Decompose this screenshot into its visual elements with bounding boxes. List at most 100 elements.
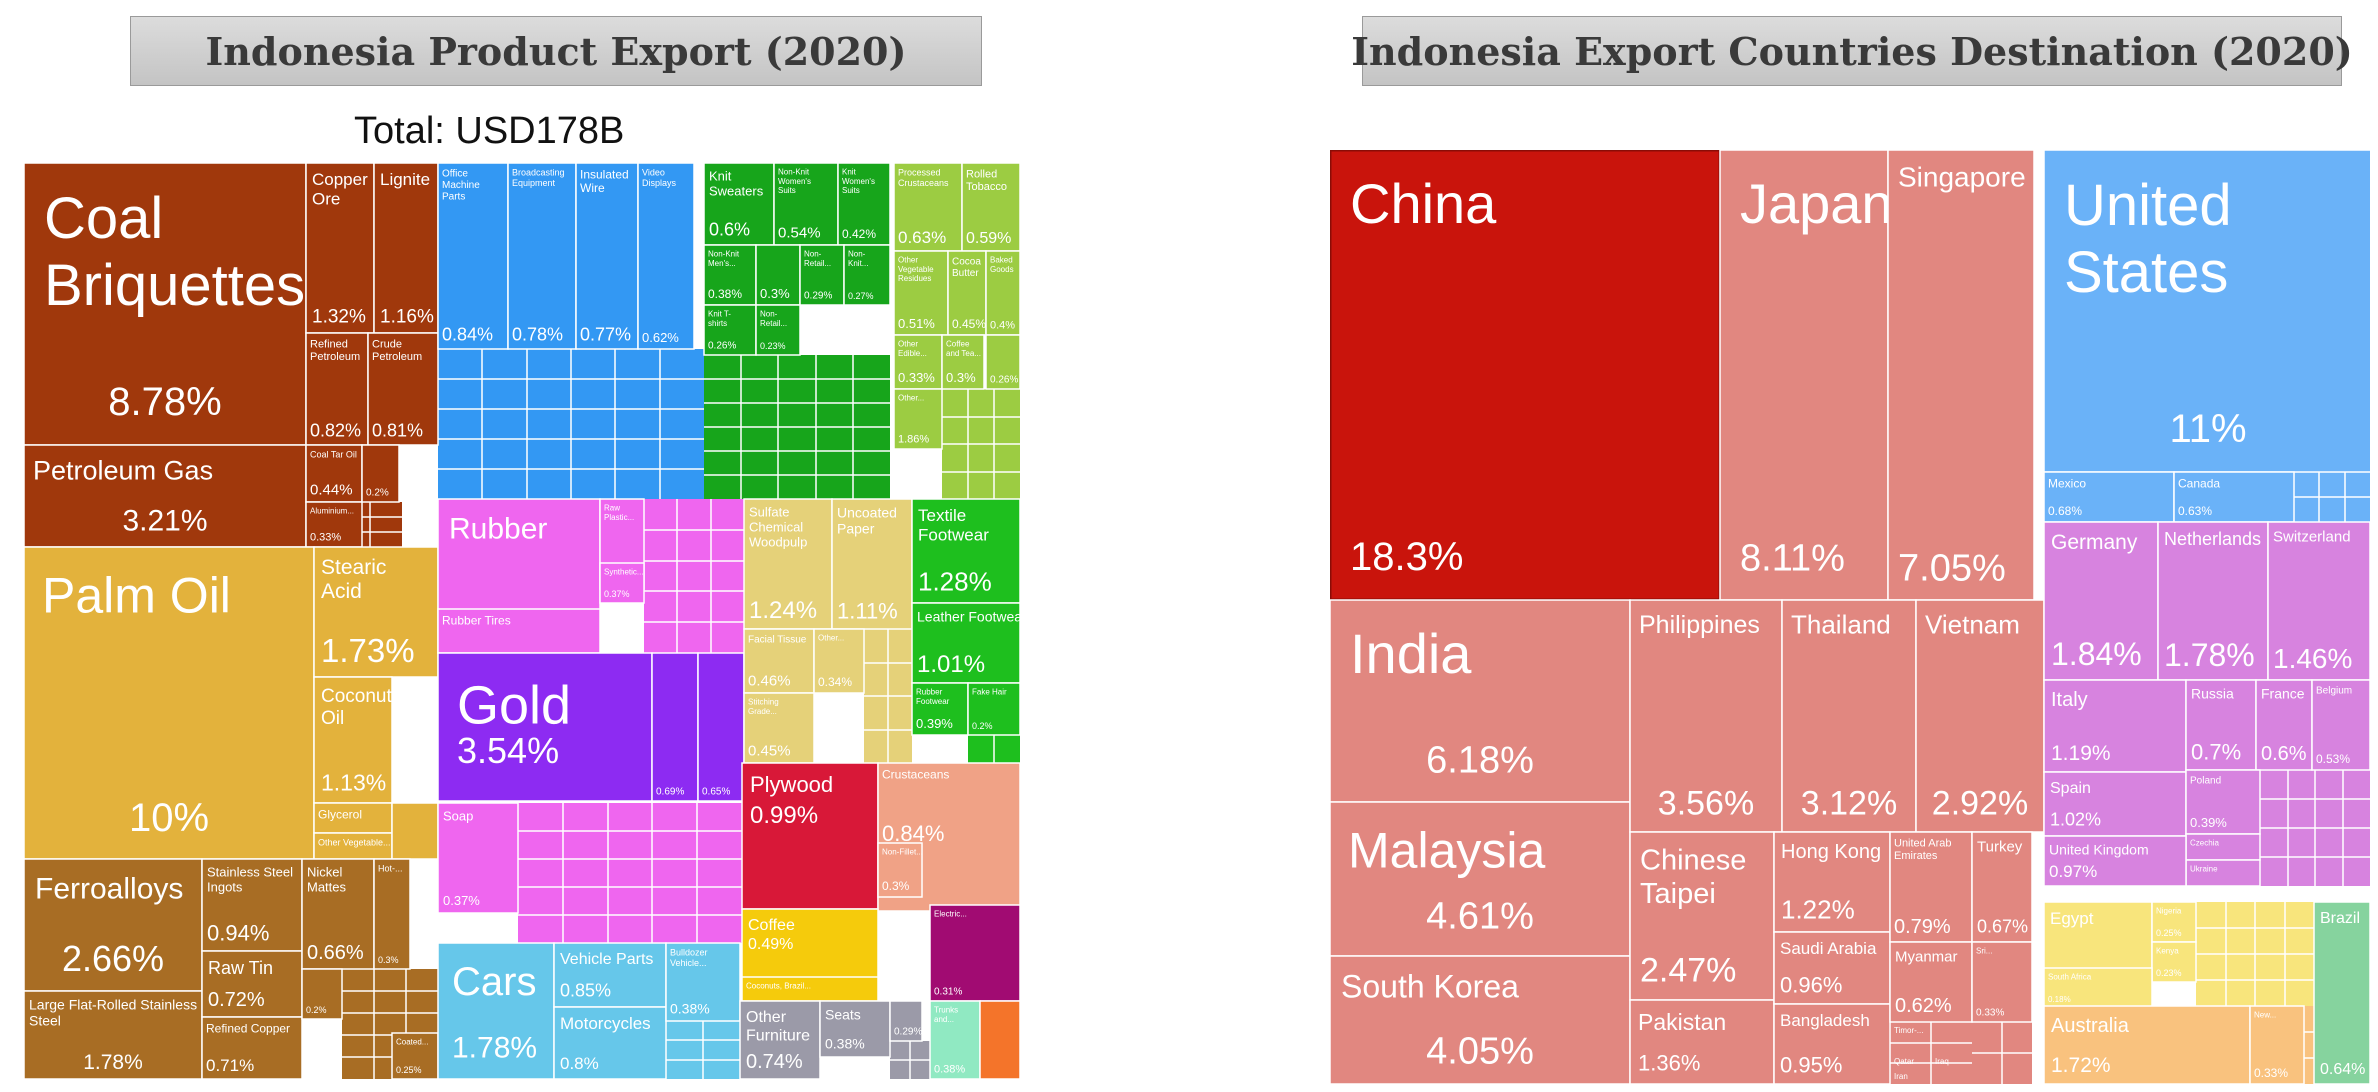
tile-coal-tar-oil: Coal Tar Oil 0.44% [305, 444, 363, 503]
tile-tile: 0.2% [361, 444, 400, 503]
tile-value: 1.86% [898, 433, 929, 445]
small-plastic-tiles [644, 499, 744, 653]
tile-value: 3.54% [457, 730, 559, 771]
tile-label: Electric... [934, 910, 967, 919]
tile-other: Other... 0.34% [813, 628, 865, 694]
tile-unlabeled [979, 1000, 1020, 1079]
tile-rect [24, 163, 307, 446]
tile-rect [755, 244, 801, 306]
tile-label: Displays [642, 178, 677, 188]
tile-rect [813, 628, 865, 694]
tile-value: 0.59% [966, 230, 1011, 247]
tile-value: 0.74% [746, 1051, 803, 1073]
tile-label: Ore [312, 190, 340, 209]
tile-rect [843, 244, 891, 306]
tile-rect [361, 444, 400, 503]
tile-label: Hong Kong [1781, 841, 1881, 863]
tile-label: Chinese [1640, 845, 1746, 877]
tile-label: Raw Tin [208, 958, 273, 978]
tile-label: Stearic [321, 556, 386, 579]
tile-label: Edible... [898, 349, 927, 358]
tile-rect [437, 163, 509, 350]
tile-rect [665, 942, 741, 1022]
tile-rect [2043, 1005, 2251, 1084]
tile-vehicle-parts: Vehicle Parts 0.85% [553, 942, 667, 1008]
tile-rect [2255, 679, 2313, 771]
tile-electric: Electric... 0.31% [929, 904, 1020, 1002]
tile [518, 803, 742, 943]
tile-label: Textile [918, 506, 966, 525]
tile-label: Myanmar [1895, 948, 1958, 965]
tile-value: 6.18% [1426, 740, 1534, 782]
tile-value: 1.36% [1638, 1051, 1700, 1076]
tile-rect [507, 163, 577, 350]
tile-value: 0.23% [2156, 968, 2182, 978]
tile-value: 1.13% [321, 769, 386, 795]
tile-label: Iraq [1935, 1057, 1949, 1066]
tile-label: Japan [1740, 172, 1893, 235]
tile-label: Cocoa [952, 257, 981, 268]
tile-label: Sweaters [709, 183, 764, 198]
tile-australia: Australia 1.72% [2043, 1005, 2251, 1084]
tile-label: Chemical [749, 519, 803, 534]
tile-aluminium: Aluminium... 0.33% [305, 501, 363, 548]
tile-spain: Spain 1.02% [2043, 771, 2187, 837]
tile-value: 0.82% [310, 421, 361, 441]
tile-motorcycles: Motorcycles 0.8% [553, 1006, 667, 1079]
tile-label: Equipment [512, 178, 556, 188]
tile-value: 0.69% [656, 787, 684, 798]
tile-rect [979, 1000, 1020, 1079]
tile-rect [1330, 955, 1631, 1084]
tile-bangladesh: Bangladesh 0.95% [1773, 1003, 1891, 1084]
tile-value: 0.33% [2254, 1066, 2288, 1080]
tile-value: 0.38% [708, 287, 742, 301]
tile-netherlands: Netherlands 1.78% [2157, 521, 2269, 681]
tile-label: Other [898, 340, 918, 349]
tile-value: 0.3% [760, 286, 790, 301]
tile-label: Rolled [966, 168, 997, 180]
tile-rect [2185, 833, 2261, 861]
tile-kenya: Kenya 0.23% [2151, 941, 2197, 983]
tile-label: Other Vegetable... [318, 838, 391, 848]
tile-vietnam: Vietnam 2.92% [1915, 599, 2045, 833]
tile-rect [893, 250, 949, 336]
tile-value: 0.6% [709, 220, 750, 240]
tile-value: 0.62% [1895, 995, 1952, 1017]
tile-value: 0.67% [1977, 917, 2028, 937]
tile-label: Baked [990, 256, 1013, 265]
tile-rect [553, 1006, 667, 1079]
tile-value: 1.28% [918, 567, 992, 597]
tile-value: 0.81% [372, 421, 423, 441]
tile-tile: 0.2% [301, 968, 343, 1020]
tile-label: Coconut [321, 686, 392, 707]
tile-singapore: Singapore 7.05% [1887, 150, 2035, 601]
tile-label: Steel [29, 1012, 61, 1028]
tile-label: Plywood [750, 772, 833, 797]
tile-value: 0.37% [443, 893, 480, 908]
tile-rect [2157, 521, 2269, 681]
tile-value: 0.84% [882, 821, 944, 846]
tile-label: Footwear [916, 697, 950, 706]
tile-value: 10% [129, 796, 209, 840]
tile-label: Crustaceans [882, 767, 949, 781]
tile-other-vegetable: Other Vegetable... [313, 832, 393, 860]
tile-label: Rubber [916, 688, 943, 697]
tile-value: 2.66% [62, 938, 164, 979]
tile-rect [911, 682, 969, 736]
tile-label: Petroleum Gas [33, 456, 213, 486]
tile-rect [24, 990, 203, 1079]
tile-rect [1330, 150, 1722, 602]
tile-label: Machine [442, 180, 480, 191]
tile-value: 0.51% [898, 316, 935, 331]
tile-value: 1.73% [321, 632, 415, 669]
